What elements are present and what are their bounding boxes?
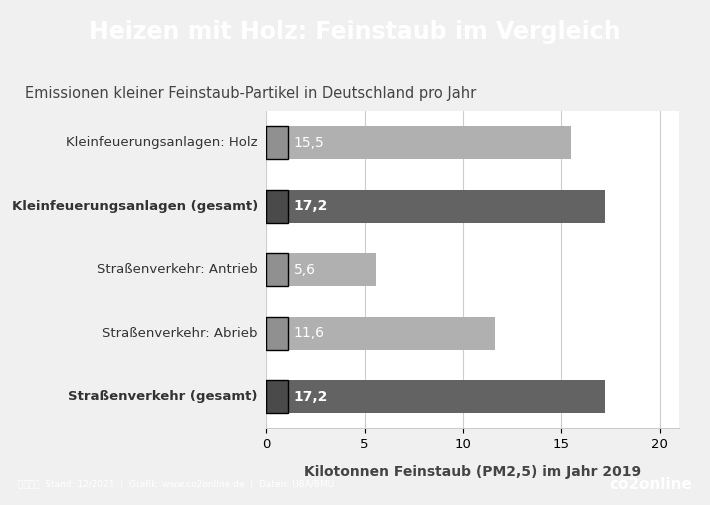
X-axis label: Kilotonnen Feinstaub (PM2,5) im Jahr 2019: Kilotonnen Feinstaub (PM2,5) im Jahr 201…: [305, 465, 641, 479]
FancyBboxPatch shape: [266, 190, 288, 223]
Text: Kleinfeuerungsanlagen (gesamt): Kleinfeuerungsanlagen (gesamt): [12, 200, 258, 213]
FancyBboxPatch shape: [266, 317, 288, 349]
Bar: [266, 317, 494, 349]
Bar: [266, 190, 605, 223]
Bar: [266, 253, 376, 286]
FancyBboxPatch shape: [266, 380, 288, 413]
Text: 5,6: 5,6: [294, 263, 316, 277]
Text: 17,2: 17,2: [294, 389, 328, 403]
Text: Straßenverkehr (gesamt): Straßenverkehr (gesamt): [68, 390, 258, 403]
Bar: [266, 380, 605, 413]
Text: Straßenverkehr: Abrieb: Straßenverkehr: Abrieb: [102, 327, 258, 339]
Text: 15,5: 15,5: [294, 136, 324, 150]
Text: co2online: co2online: [609, 477, 692, 492]
FancyBboxPatch shape: [266, 253, 288, 286]
FancyBboxPatch shape: [266, 126, 288, 159]
Text: Kleinfeuerungsanlagen: Holz: Kleinfeuerungsanlagen: Holz: [66, 136, 258, 149]
Text: 17,2: 17,2: [294, 199, 328, 213]
Text: Heizen mit Holz: Feinstaub im Vergleich: Heizen mit Holz: Feinstaub im Vergleich: [89, 20, 621, 43]
Text: Emissionen kleiner Feinstaub-Partikel in Deutschland pro Jahr: Emissionen kleiner Feinstaub-Partikel in…: [25, 86, 476, 101]
Bar: [266, 126, 572, 159]
Text: ⓈⓈⓈⓈ  Stand: 12/2021  |  Grafik: www.co2online.de  |  Daten: UBA/BMU: ⓈⓈⓈⓈ Stand: 12/2021 | Grafik: www.co2onl…: [18, 480, 334, 489]
Text: Straßenverkehr: Antrieb: Straßenverkehr: Antrieb: [97, 263, 258, 276]
Text: 11,6: 11,6: [294, 326, 324, 340]
